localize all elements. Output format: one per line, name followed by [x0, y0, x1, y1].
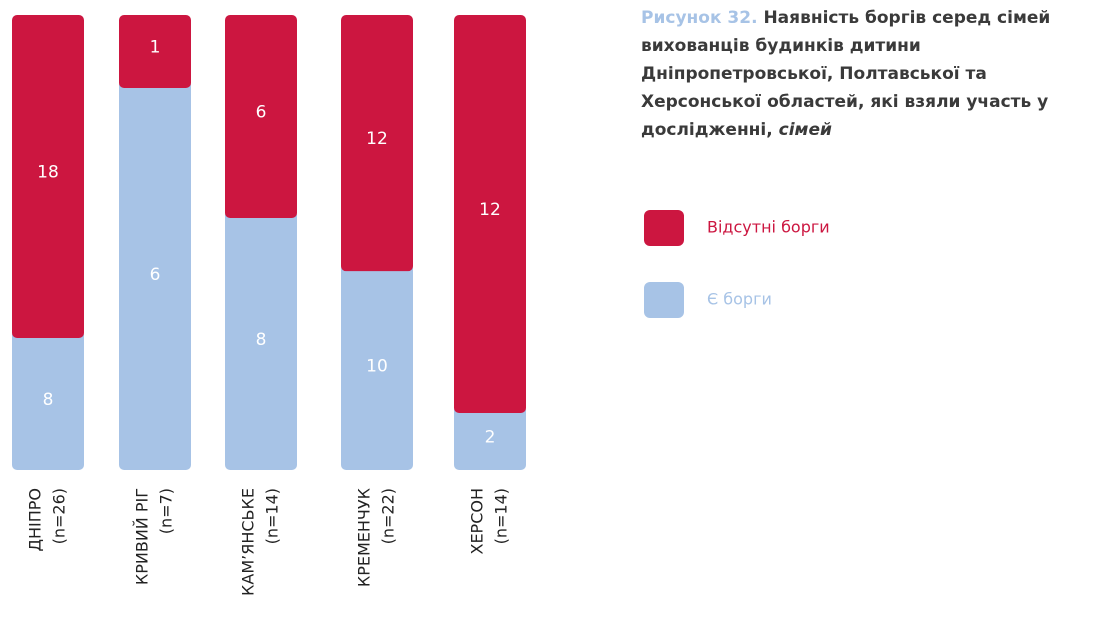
- bar-segment: [119, 80, 191, 470]
- x-tick-sublabel: (n=22): [379, 488, 398, 544]
- x-tick-sublabel: (n=14): [263, 488, 282, 544]
- bar-segment: [225, 210, 297, 470]
- legend-label: Відсутні борги: [707, 218, 830, 237]
- title-unit: сімей: [778, 120, 832, 140]
- value-label: 6: [256, 103, 267, 123]
- value-label: 8: [43, 390, 54, 410]
- value-label: 12: [366, 129, 388, 149]
- chart-title: Рисунок 32. Наявність боргів серед сімей…: [641, 4, 1111, 144]
- value-label: 2: [485, 428, 496, 448]
- value-label: 8: [256, 330, 267, 350]
- x-tick-label: ХЕРСОН: [468, 488, 487, 555]
- value-label: 1: [150, 38, 161, 58]
- bar-segment: [454, 405, 526, 470]
- value-label: 10: [366, 357, 388, 377]
- x-tick-sublabel: (n=7): [157, 488, 176, 534]
- legend-swatch: [644, 210, 684, 246]
- value-label: 18: [37, 163, 59, 183]
- legend-label: Є борги: [707, 290, 772, 309]
- bar-segment: [341, 263, 413, 470]
- x-tick-sublabel: (n=26): [50, 488, 69, 544]
- title-text: Наявність боргів серед сімей вихованців …: [641, 8, 1051, 140]
- value-label: 6: [150, 265, 161, 285]
- bar-segment: [119, 15, 191, 88]
- bar-segment: [225, 15, 297, 218]
- x-tick-label: КРЕМЕНЧУК: [355, 487, 374, 587]
- value-label: 12: [479, 200, 501, 220]
- x-tick-label: КАМ’ЯНСЬКЕ: [239, 488, 258, 596]
- legend-swatch: [644, 282, 684, 318]
- bar-segment: [341, 15, 413, 272]
- x-tick-label: КРИВИЙ РІГ: [133, 488, 152, 585]
- title-label: Рисунок 32.: [641, 8, 758, 28]
- x-tick-label: ДНІПРО: [26, 488, 45, 552]
- bar-segment: [454, 15, 526, 413]
- x-tick-sublabel: (n=14): [492, 488, 511, 544]
- bar-segment: [12, 15, 84, 338]
- bar-segment: [12, 330, 84, 470]
